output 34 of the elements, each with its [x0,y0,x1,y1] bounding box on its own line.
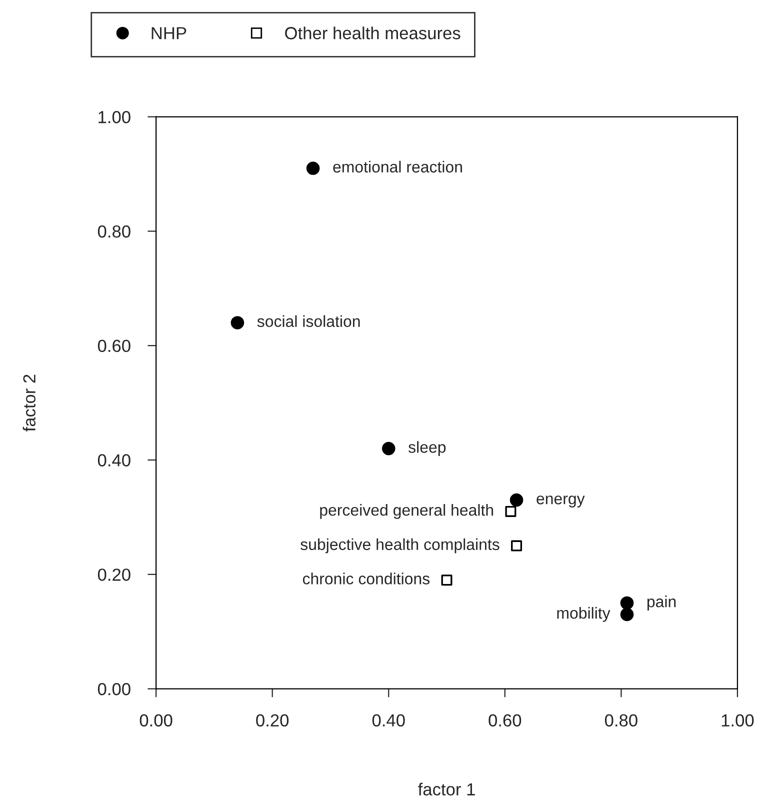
point [620,596,634,610]
y-tick-label: 0.40 [98,454,130,466]
y-axis-title: factor 2 [22,374,36,432]
annotation: sleep [408,441,446,456]
x-tick-label: 0.20 [256,714,289,727]
point [441,574,452,586]
x-tick-label: 0.00 [140,714,172,727]
x-tick-label: 0.40 [372,714,405,727]
annotation: emotional reaction [333,160,462,173]
legend-label: NHP [152,27,186,40]
annotation: pain [647,596,676,610]
point [511,540,522,552]
y-tick-label: 0.60 [98,340,130,352]
point [510,493,524,507]
x-tick-label: 0.80 [604,714,638,727]
point [306,162,320,175]
y-tick-label: 0.80 [98,225,130,238]
x-axis-title: factor 1 [418,782,475,796]
point [382,442,396,456]
x-tick-label: 0.60 [488,714,522,727]
legend-label: Other health measures [285,26,460,40]
annotation: subjective health complaints [300,538,500,554]
point [620,608,634,622]
y-tick-label: 0.00 [98,682,130,696]
y-tick-label: 0.20 [98,568,130,581]
annotation: social isolation [257,315,360,328]
point [505,506,516,517]
y-tick-label: 1.00 [98,110,130,124]
annotation: mobility [557,606,610,622]
point [230,316,244,330]
x-tick-label: 1.00 [722,714,754,727]
annotation: chronic conditions [302,572,430,584]
annotation: energy [536,496,585,508]
annotation: perceived general health [320,504,494,519]
